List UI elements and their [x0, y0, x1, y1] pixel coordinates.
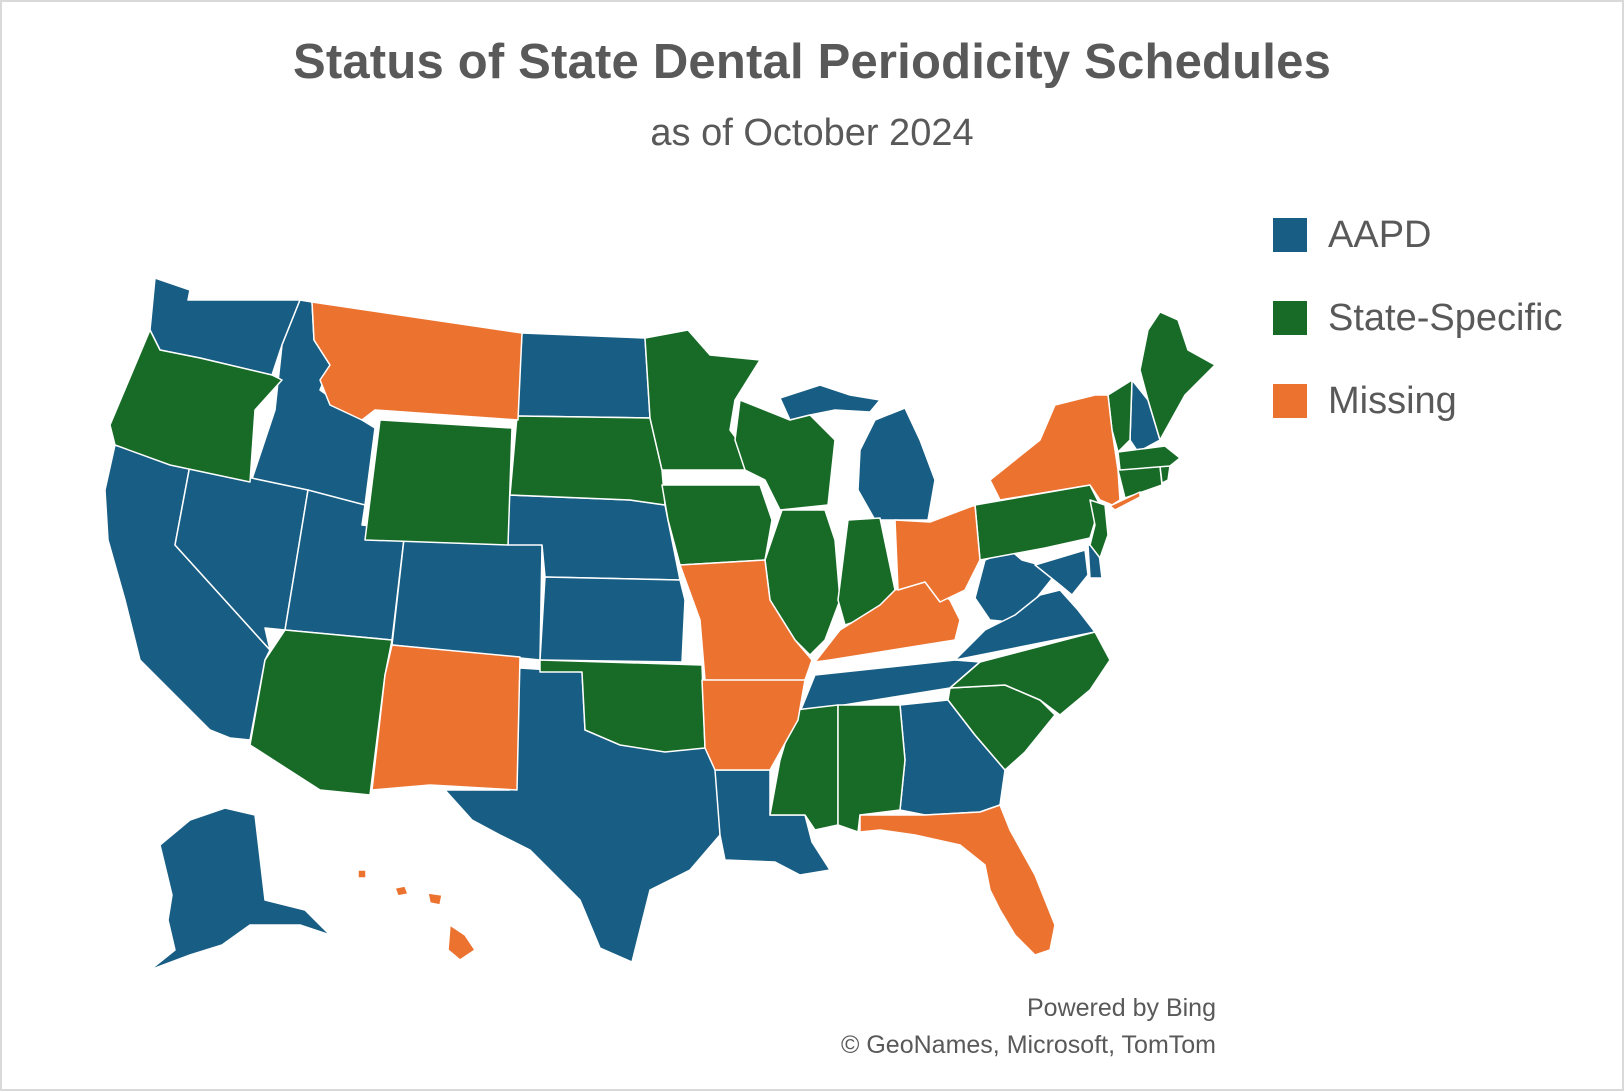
state-new-york	[989, 394, 1121, 506]
missing-states	[311, 301, 1141, 961]
legend-label-state-specific: State-Specific	[1328, 296, 1563, 339]
legend-swatch-state-specific	[1273, 301, 1307, 335]
map-title: Status of State Dental Periodicity Sched…	[292, 35, 1332, 89]
map-subtitle: as of October 2024	[650, 112, 974, 154]
legend-item-missing: Missing	[1273, 379, 1562, 422]
state-maine	[1139, 311, 1216, 441]
state-wisconsin	[734, 399, 836, 511]
state-arkansas	[701, 679, 806, 771]
state-maryland	[1034, 549, 1089, 596]
legend-label-aapd: AAPD	[1328, 213, 1432, 256]
legend-item-state-specific: State-Specific	[1273, 296, 1563, 339]
state-missouri	[679, 559, 813, 683]
state-hawaii-big-island	[447, 924, 476, 961]
state-minnesota	[644, 329, 761, 471]
credits-powered-by: Powered by Bing	[1026, 994, 1216, 1022]
state-hawaii-kauai	[357, 869, 367, 879]
legend-swatch-aapd	[1273, 218, 1307, 252]
legend-item-aapd: AAPD	[1273, 213, 1562, 256]
state-iowa	[661, 484, 773, 566]
state-south-dakota	[509, 415, 666, 506]
state-pennsylvania	[974, 484, 1101, 561]
legend-label-missing: Missing	[1328, 379, 1457, 422]
state-new-jersey	[1089, 499, 1109, 559]
state-specific-states	[109, 311, 1216, 833]
state-north-dakota	[516, 332, 651, 419]
state-michigan-lower	[857, 407, 936, 521]
state-florida	[859, 804, 1056, 956]
state-michigan-upper	[779, 384, 881, 421]
state-massachusetts	[1117, 445, 1181, 471]
state-north-carolina	[949, 631, 1111, 716]
map-credits: Powered by Bing © GeoNames, Microsoft, T…	[841, 990, 1216, 1064]
state-louisiana	[714, 769, 831, 876]
state-hawaii-oahu	[394, 885, 409, 897]
state-new-mexico	[371, 644, 521, 791]
state-alabama	[837, 704, 906, 833]
state-oregon	[109, 329, 283, 483]
state-wyoming	[364, 419, 513, 546]
state-west-virginia	[974, 549, 1056, 623]
state-long-island	[1109, 491, 1141, 511]
state-arizona	[249, 629, 393, 796]
state-alaska	[149, 807, 331, 971]
state-montana	[311, 301, 523, 421]
state-kansas	[539, 576, 686, 663]
credits-copyright: © GeoNames, Microsoft, TomTom	[841, 1031, 1216, 1059]
legend: AAPD State-Specific Missing	[1273, 213, 1563, 464]
state-ohio	[894, 504, 981, 603]
legend-swatch-missing	[1273, 384, 1307, 418]
state-rhode-island	[1159, 465, 1171, 484]
state-colorado	[391, 529, 543, 661]
state-hawaii-maui	[427, 892, 443, 906]
state-virginia	[954, 589, 1096, 661]
